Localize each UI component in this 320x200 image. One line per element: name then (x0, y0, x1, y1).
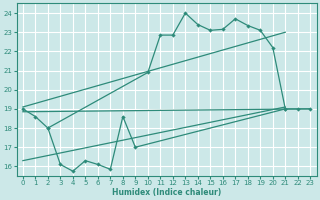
X-axis label: Humidex (Indice chaleur): Humidex (Indice chaleur) (112, 188, 221, 197)
